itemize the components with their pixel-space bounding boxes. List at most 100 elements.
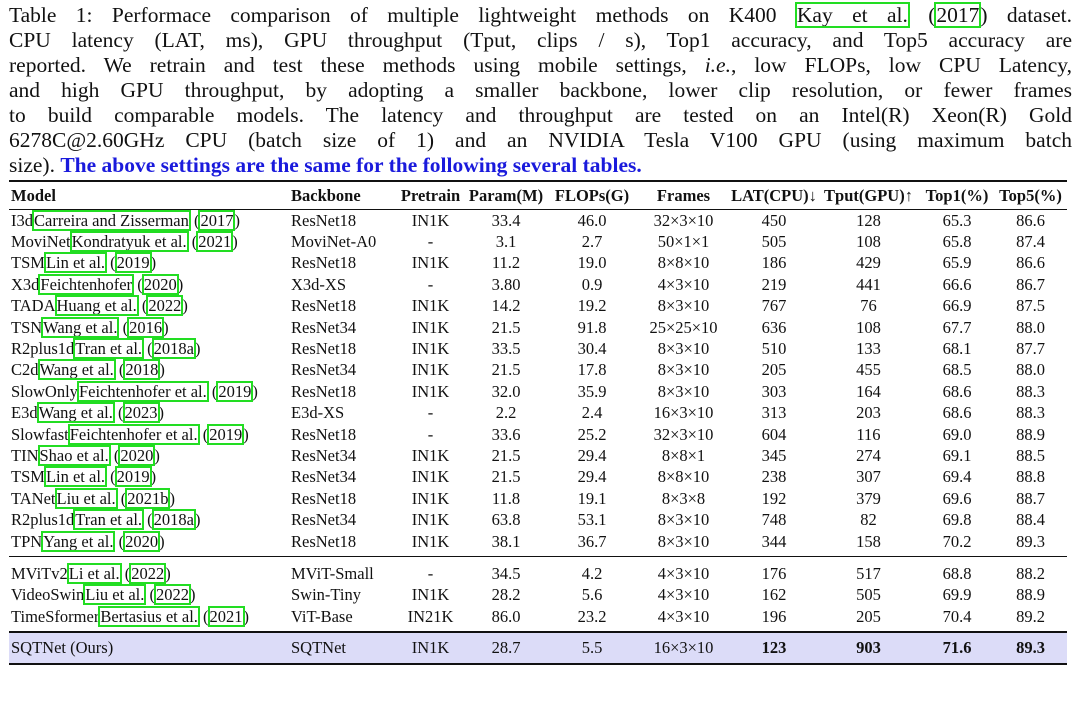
citation-year-link[interactable]: 2021 bbox=[207, 605, 245, 627]
table-row: R2plus1dTran et al. (2018a) ResNet34 IN1K 6… bbox=[9, 509, 1067, 531]
citation-link[interactable]: Huang et al. bbox=[54, 295, 139, 317]
table-cell: ResNet18 bbox=[291, 381, 357, 401]
citation-link[interactable]: Shao et al. bbox=[37, 444, 111, 466]
citation-link[interactable]: Li et al. bbox=[66, 562, 122, 584]
table-cell: 46.0 bbox=[577, 210, 607, 230]
table-cell: 38.1 bbox=[491, 531, 521, 551]
model-name: I3d bbox=[11, 210, 33, 230]
citation-year-link[interactable]: 2020 bbox=[118, 444, 156, 466]
table-cell: IN1K bbox=[411, 317, 450, 337]
citation-year-link[interactable]: 2017 bbox=[198, 209, 236, 231]
table-cell: 87.7 bbox=[1016, 339, 1045, 359]
citation-link[interactable]: Wang et al. bbox=[41, 316, 120, 338]
citation-year-link[interactable]: 2018a bbox=[151, 509, 196, 531]
citation-link[interactable]: Tran et al. bbox=[73, 509, 145, 531]
citation-link[interactable]: Kay et al. bbox=[794, 2, 910, 28]
model-cell: TINShao et al. (2020) bbox=[11, 444, 160, 466]
citation-link[interactable]: Bertasius et al. bbox=[98, 605, 200, 627]
citation-year-link[interactable]: 2018a bbox=[151, 338, 196, 360]
table-cell: 3.1 bbox=[495, 232, 517, 252]
citation-year-link[interactable]: 2020 bbox=[141, 273, 179, 295]
table-row: MoviNetKondratyuk et al. (2021) MoviNet-A… bbox=[9, 231, 1067, 253]
caption-emphasis: The above settings are the same for the … bbox=[60, 153, 642, 177]
table-cell: 88.9 bbox=[1016, 585, 1045, 605]
citation-link[interactable]: Lin et al. bbox=[43, 252, 108, 274]
citation-year-link[interactable]: 2020 bbox=[123, 530, 161, 552]
table-cell: IN1K bbox=[411, 445, 450, 465]
model-cell: E3dWang et al. (2023) bbox=[11, 402, 164, 424]
table-cell: ResNet18 bbox=[291, 296, 357, 316]
citation-link[interactable]: Carreira and Zisserman bbox=[32, 209, 191, 231]
table-cell: 505 bbox=[856, 585, 881, 605]
table-cell: 66.6 bbox=[942, 274, 972, 294]
table-cell: SQTNet bbox=[291, 638, 346, 658]
table-cell: - bbox=[427, 274, 434, 294]
model-name: TimeSformer bbox=[11, 606, 100, 626]
model-name: TSM bbox=[11, 253, 45, 273]
table-cell: 205 bbox=[856, 606, 881, 626]
model-cell: R2plus1dTran et al. (2018a) bbox=[11, 338, 201, 360]
citation-link[interactable]: Feichtenhofer et al. bbox=[76, 380, 209, 402]
citation-year-link[interactable]: 2018 bbox=[123, 359, 161, 381]
table-cell: 4×3×10 bbox=[657, 274, 710, 294]
citation-year-link[interactable]: 2019 bbox=[114, 252, 152, 274]
table-cell: ResNet34 bbox=[291, 317, 357, 337]
table-cell: 88.4 bbox=[1016, 510, 1045, 530]
table-cell: 34.5 bbox=[491, 563, 521, 583]
table-cell: 29.4 bbox=[577, 445, 607, 465]
citation-year-link[interactable]: 2022 bbox=[129, 562, 167, 584]
citation-link[interactable]: Tran et al. bbox=[73, 338, 145, 360]
table-cell: 70.2 bbox=[942, 531, 972, 551]
table-cell: 68.8 bbox=[942, 563, 972, 583]
citation-link[interactable]: Yang et al. bbox=[41, 530, 116, 552]
citation-year-link[interactable]: 2019 bbox=[114, 466, 152, 488]
table-cell: 89.3 bbox=[1016, 531, 1045, 551]
table-cell: ResNet18 bbox=[291, 531, 357, 551]
citation-link[interactable]: Wang et al. bbox=[37, 359, 116, 381]
citation-link[interactable]: Wang et al. bbox=[36, 402, 115, 424]
table-cell: 53.1 bbox=[577, 510, 607, 530]
model-cell: MViTv2Li et al. (2022) bbox=[11, 562, 171, 584]
model-name: TIN bbox=[11, 445, 39, 465]
citation-year-link[interactable]: 2023 bbox=[122, 402, 160, 424]
table-cell: ResNet34 bbox=[291, 510, 357, 530]
citation-link[interactable]: Liu et al. bbox=[54, 487, 118, 509]
table-cell: 29.4 bbox=[577, 467, 607, 487]
caption-line: Table 1: Performace comparison of multip… bbox=[9, 2, 1072, 28]
table-cell: 70.4 bbox=[942, 606, 972, 626]
citation-link[interactable]: Liu et al. bbox=[83, 584, 147, 606]
table-cell: 903 bbox=[856, 638, 881, 658]
citation-year-link[interactable]: 2016 bbox=[127, 316, 165, 338]
citation-year-link[interactable]: 2021b bbox=[125, 487, 171, 509]
table-cell: 8×3×10 bbox=[657, 531, 710, 551]
model-name: MViTv2 bbox=[11, 563, 68, 583]
table-cell: 8×3×10 bbox=[657, 360, 710, 380]
table-cell: 91.8 bbox=[577, 317, 607, 337]
table-cell: 87.5 bbox=[1016, 296, 1045, 316]
citation-year-link[interactable]: 2019 bbox=[207, 423, 245, 445]
citation-link[interactable]: Feichtenhofer et al. bbox=[67, 423, 200, 445]
table-cell: 69.4 bbox=[942, 467, 972, 487]
table-cell: - bbox=[427, 424, 434, 444]
citation-year-link[interactable]: 2021 bbox=[196, 231, 234, 253]
table-row: SlowOnlyFeichtenhofer et al. (2019) ResNe… bbox=[9, 380, 1067, 402]
citation-year-link[interactable]: 2022 bbox=[146, 295, 184, 317]
table-cell: 8×3×10 bbox=[657, 296, 710, 316]
table-row: C2dWang et al. (2018) ResNet34 IN1K 21.5 17.… bbox=[9, 359, 1067, 381]
citation-year-link[interactable]: 2019 bbox=[216, 380, 254, 402]
table-cell: 33.5 bbox=[491, 339, 521, 359]
citation-year-link[interactable]: 2022 bbox=[154, 584, 191, 606]
model-cell: TSMLin et al. (2019) bbox=[11, 252, 157, 274]
table-cell: 88.3 bbox=[1016, 381, 1045, 401]
model-cell: TSMLin et al. (2019) bbox=[11, 466, 157, 488]
table-row: I3dCarreira and Zisserman (2017) ResNet18… bbox=[9, 209, 1067, 232]
table-cell: 8×8×1 bbox=[661, 445, 706, 465]
citation-link[interactable]: Kondratyuk et al. bbox=[69, 231, 189, 253]
citation-link[interactable]: Feichtenhofer bbox=[38, 273, 135, 295]
table-cell: 88.2 bbox=[1016, 563, 1045, 583]
caption-italic: i.e. bbox=[704, 53, 731, 77]
table-cell: 67.7 bbox=[942, 317, 972, 337]
citation-link[interactable]: Lin et al. bbox=[43, 466, 108, 488]
table-cell: 307 bbox=[856, 467, 881, 487]
citation-link[interactable]: 2017 bbox=[934, 2, 982, 28]
